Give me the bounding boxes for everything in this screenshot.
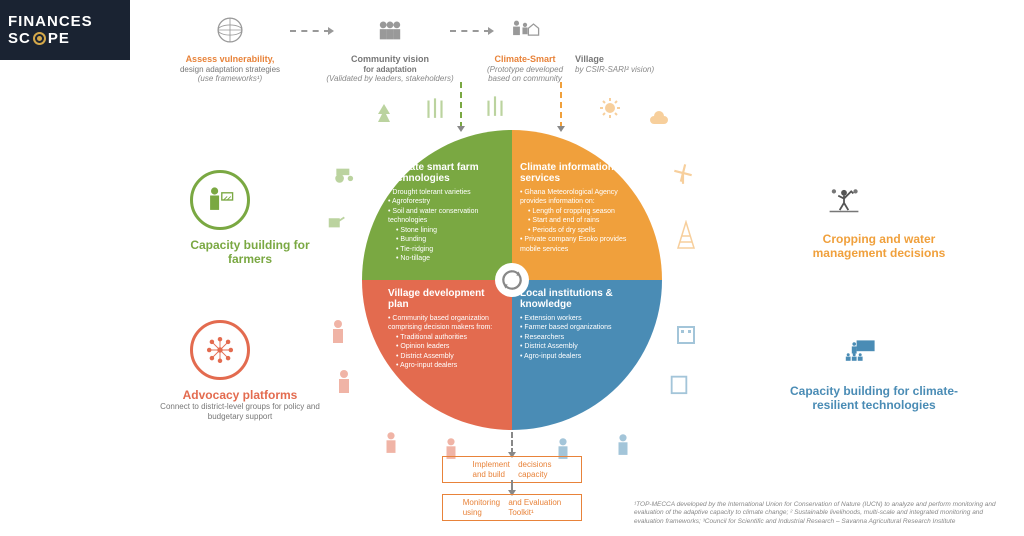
logo-line1: FINANCES — [8, 13, 130, 30]
logo-line2: SC PE — [8, 30, 130, 47]
quad-climate-smart-tech: Climate smart farm technologies Drought … — [362, 130, 512, 280]
label-capacity-tech: Capacity building for climate-resilient … — [784, 384, 964, 413]
arrow-down-icon — [511, 432, 513, 454]
step-title: Village — [575, 54, 655, 65]
quad-list: Ghana Meteorological Agency provides inf… — [520, 188, 636, 254]
label-advocacy: Advocacy platforms Connect to district-l… — [155, 388, 325, 422]
quad-list: Extension workers Farmer based organizat… — [520, 314, 636, 361]
person-icon — [614, 433, 632, 462]
step-climate-smart: Climate-Smart (Prototype developed based… — [475, 10, 575, 84]
step-sub2: (Validated by leaders, stakeholders) — [320, 74, 460, 84]
person-icon — [382, 431, 400, 460]
step-title: Community vision — [320, 54, 460, 65]
footnote: ¹TOP-MECCA developed by the Internationa… — [634, 501, 1014, 526]
building-icon — [674, 321, 698, 350]
quad-village-plan: Village development plan Community based… — [362, 280, 512, 430]
step-title: Assess vulnerability, — [160, 54, 300, 65]
watering-icon — [326, 210, 348, 237]
box-monitoring: Monitoringusing and EvaluationToolkit¹ — [442, 494, 582, 521]
quad-title: Village development plan — [388, 288, 504, 310]
label-cropping-water: Cropping and water management decisions — [794, 232, 964, 261]
central-wheel: Climate smart farm technologies Drought … — [362, 130, 662, 430]
person-icon — [328, 319, 348, 350]
quad-list: Drought tolerant varieties Agroforestry … — [388, 188, 504, 264]
quad-local-institutions: Local institutions & knowledge Extension… — [512, 280, 662, 430]
tractor-icon — [332, 160, 358, 191]
windmill-icon — [670, 160, 696, 191]
step-title: Climate-Smart — [475, 54, 575, 65]
arrow-down-icon — [511, 480, 513, 492]
cycle-icon — [495, 263, 529, 297]
arrow-down-icon — [460, 82, 462, 128]
step-sub: design adaptation strategies — [160, 65, 300, 75]
farmer-training-icon — [190, 170, 250, 230]
arrow-down-icon — [560, 82, 562, 128]
wheat-icon — [422, 94, 448, 125]
person-icon — [334, 369, 354, 400]
logo: FINANCES SC PE — [0, 0, 130, 60]
farmer-hoe-icon — [804, 170, 884, 230]
cloud-icon — [648, 108, 672, 137]
quad-title: Local institutions & knowledge — [520, 288, 636, 310]
tree-icon — [372, 102, 396, 131]
sun-icon — [598, 96, 622, 125]
step-sub: by CSIR-SARI² vision) — [575, 65, 655, 75]
family-house-icon — [475, 10, 575, 50]
step-village: Village by CSIR-SARI² vision) — [575, 10, 655, 74]
network-icon — [190, 320, 250, 380]
label-capacity-farmers: Capacity building for farmers — [175, 238, 325, 267]
classroom-icon — [814, 320, 904, 380]
people-icon — [320, 10, 460, 50]
building-icon — [668, 373, 690, 400]
quad-title: Climate information services — [520, 162, 636, 184]
wheat-icon — [482, 92, 508, 123]
logo-o-icon — [33, 32, 46, 45]
tower-icon — [674, 220, 698, 255]
globe-icon — [160, 10, 300, 50]
step-assess: Assess vulnerability, design adaptation … — [160, 10, 300, 84]
quad-list: Community based organization comprising … — [388, 314, 504, 371]
step-sub: for adaptation — [320, 65, 460, 75]
quad-title: Climate smart farm technologies — [388, 162, 504, 184]
step-community: Community vision for adaptation (Validat… — [320, 10, 460, 84]
quad-climate-info: Climate information services Ghana Meteo… — [512, 130, 662, 280]
step-sub2: (use frameworks¹) — [160, 74, 300, 84]
